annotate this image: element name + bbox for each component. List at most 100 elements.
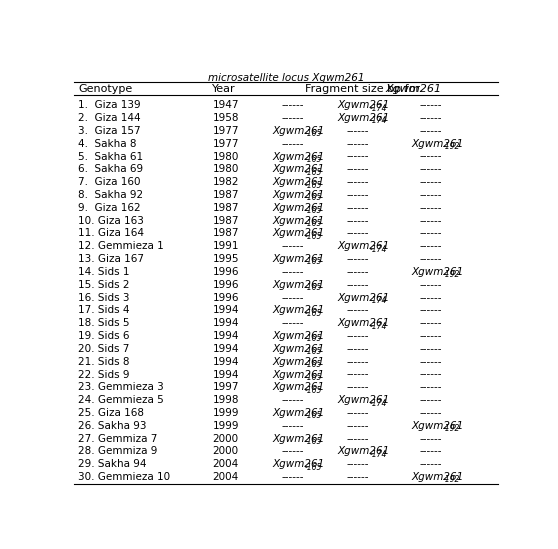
Text: -174: -174 xyxy=(369,296,387,305)
Text: ------: ------ xyxy=(346,164,369,175)
Text: ------: ------ xyxy=(346,434,369,444)
Text: 2000: 2000 xyxy=(213,434,239,444)
Text: -165: -165 xyxy=(304,373,322,382)
Text: 1997: 1997 xyxy=(213,382,239,393)
Text: -192: -192 xyxy=(442,270,460,279)
Text: 1994: 1994 xyxy=(213,305,239,316)
Text: ------: ------ xyxy=(420,203,442,213)
Text: 2000: 2000 xyxy=(213,446,239,456)
Text: ------: ------ xyxy=(346,152,369,161)
Text: Xgwm261: Xgwm261 xyxy=(273,408,325,418)
Text: 1987: 1987 xyxy=(213,216,239,226)
Text: ------: ------ xyxy=(281,472,304,482)
Text: -165: -165 xyxy=(304,206,322,215)
Text: 1977: 1977 xyxy=(213,139,239,149)
Text: ------: ------ xyxy=(420,152,442,161)
Text: ------: ------ xyxy=(346,190,369,200)
Text: Fragment size bp for: Fragment size bp for xyxy=(305,85,423,94)
Text: 16. Sids 3: 16. Sids 3 xyxy=(78,293,130,302)
Text: ------: ------ xyxy=(281,446,304,456)
Text: Xgwm261: Xgwm261 xyxy=(273,152,325,161)
Text: Xgwm261: Xgwm261 xyxy=(338,446,390,456)
Text: Xgwm261: Xgwm261 xyxy=(338,395,390,405)
Text: ------: ------ xyxy=(346,472,369,482)
Text: 17. Sids 4: 17. Sids 4 xyxy=(78,305,130,316)
Text: 1980: 1980 xyxy=(213,164,239,175)
Text: 1994: 1994 xyxy=(213,318,239,328)
Text: Xgwm261: Xgwm261 xyxy=(273,305,325,316)
Text: 2004: 2004 xyxy=(213,460,239,469)
Text: ------: ------ xyxy=(420,164,442,175)
Text: ------: ------ xyxy=(420,100,442,110)
Text: ------: ------ xyxy=(346,408,369,418)
Text: 1996: 1996 xyxy=(213,293,239,302)
Text: -174: -174 xyxy=(369,245,387,254)
Text: 1999: 1999 xyxy=(213,421,239,431)
Text: Xgwm261: Xgwm261 xyxy=(411,267,464,277)
Text: 2.  Giza 144: 2. Giza 144 xyxy=(78,113,141,123)
Text: 26. Sakha 93: 26. Sakha 93 xyxy=(78,421,147,431)
Text: Xgwm261: Xgwm261 xyxy=(338,242,390,251)
Text: ------: ------ xyxy=(346,139,369,149)
Text: ------: ------ xyxy=(346,369,369,379)
Text: 7.  Giza 160: 7. Giza 160 xyxy=(78,177,141,187)
Text: 11. Giza 164: 11. Giza 164 xyxy=(78,228,145,238)
Text: ------: ------ xyxy=(346,357,369,367)
Text: 1994: 1994 xyxy=(213,331,239,341)
Text: -165: -165 xyxy=(304,232,322,241)
Text: ------: ------ xyxy=(346,344,369,354)
Text: Xgwm261: Xgwm261 xyxy=(338,318,390,328)
Text: 27. Gemmiza 7: 27. Gemmiza 7 xyxy=(78,434,158,444)
Text: -165: -165 xyxy=(304,386,322,395)
Text: ------: ------ xyxy=(420,126,442,136)
Text: Xgwm261: Xgwm261 xyxy=(273,164,325,175)
Text: ------: ------ xyxy=(346,267,369,277)
Text: 1996: 1996 xyxy=(213,280,239,290)
Text: 1977: 1977 xyxy=(213,126,239,136)
Text: 12. Gemmieza 1: 12. Gemmieza 1 xyxy=(78,242,164,251)
Text: ------: ------ xyxy=(420,382,442,393)
Text: 1958: 1958 xyxy=(213,113,239,123)
Text: ------: ------ xyxy=(420,446,442,456)
Text: ------: ------ xyxy=(420,254,442,264)
Text: Genotype: Genotype xyxy=(78,85,133,94)
Text: Xgwm261: Xgwm261 xyxy=(411,139,464,149)
Text: ------: ------ xyxy=(420,369,442,379)
Text: -192: -192 xyxy=(442,424,460,433)
Text: 22. Sids 9: 22. Sids 9 xyxy=(78,369,130,379)
Text: 1980: 1980 xyxy=(213,152,239,161)
Text: 28. Gemmiza 9: 28. Gemmiza 9 xyxy=(78,446,158,456)
Text: 19. Sids 6: 19. Sids 6 xyxy=(78,331,130,341)
Text: microsatellite locus Xgwm261: microsatellite locus Xgwm261 xyxy=(208,73,364,83)
Text: 15. Sids 2: 15. Sids 2 xyxy=(78,280,130,290)
Text: 3.  Giza 157: 3. Giza 157 xyxy=(78,126,141,136)
Text: 20. Sids 7: 20. Sids 7 xyxy=(78,344,130,354)
Text: Year: Year xyxy=(213,85,236,94)
Text: Xgwm261: Xgwm261 xyxy=(273,460,325,469)
Text: ------: ------ xyxy=(420,395,442,405)
Text: ------: ------ xyxy=(281,421,304,431)
Text: ------: ------ xyxy=(420,177,442,187)
Text: ------: ------ xyxy=(420,280,442,290)
Text: 1994: 1994 xyxy=(213,357,239,367)
Text: 1995: 1995 xyxy=(213,254,239,264)
Text: Xgwm261: Xgwm261 xyxy=(411,472,464,482)
Text: -165: -165 xyxy=(304,129,322,138)
Text: Xgwm261: Xgwm261 xyxy=(411,421,464,431)
Text: ------: ------ xyxy=(420,357,442,367)
Text: 1994: 1994 xyxy=(213,344,239,354)
Text: ------: ------ xyxy=(420,408,442,418)
Text: 1994: 1994 xyxy=(213,369,239,379)
Text: -165: -165 xyxy=(304,283,322,292)
Text: 25. Giza 168: 25. Giza 168 xyxy=(78,408,145,418)
Text: ------: ------ xyxy=(420,460,442,469)
Text: -174: -174 xyxy=(369,116,387,125)
Text: Xgwm261: Xgwm261 xyxy=(273,331,325,341)
Text: -165: -165 xyxy=(304,257,322,266)
Text: ------: ------ xyxy=(346,126,369,136)
Text: ------: ------ xyxy=(420,331,442,341)
Text: -174: -174 xyxy=(369,450,387,459)
Text: 14. Sids 1: 14. Sids 1 xyxy=(78,267,130,277)
Text: ------: ------ xyxy=(420,242,442,251)
Text: 9.  Giza 162: 9. Giza 162 xyxy=(78,203,141,213)
